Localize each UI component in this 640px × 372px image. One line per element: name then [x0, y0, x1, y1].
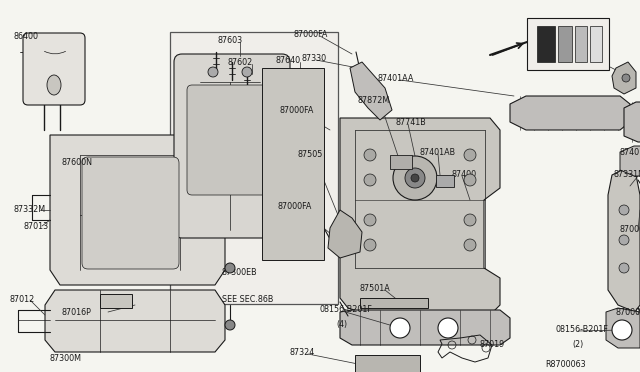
Text: 87000FA: 87000FA	[620, 225, 640, 234]
FancyBboxPatch shape	[82, 157, 179, 269]
Bar	[360, 298, 428, 308]
Text: 87602: 87602	[228, 58, 253, 67]
Circle shape	[393, 156, 437, 200]
Text: 87872M: 87872M	[358, 96, 390, 105]
Polygon shape	[340, 310, 510, 345]
Polygon shape	[350, 62, 392, 120]
Text: 87019: 87019	[480, 340, 505, 349]
Text: 87000FA: 87000FA	[280, 106, 314, 115]
Polygon shape	[620, 146, 640, 176]
Circle shape	[464, 174, 476, 186]
Text: 87000FA: 87000FA	[616, 308, 640, 317]
Circle shape	[225, 263, 235, 273]
Bar	[527, 18, 609, 70]
Circle shape	[364, 174, 376, 186]
Circle shape	[364, 149, 376, 161]
Text: B: B	[618, 325, 623, 331]
Bar	[100, 294, 132, 308]
Text: B: B	[445, 323, 451, 329]
Circle shape	[242, 67, 252, 77]
Text: 87505+A: 87505+A	[560, 50, 598, 59]
Text: 87012: 87012	[10, 295, 35, 304]
Ellipse shape	[47, 75, 61, 95]
Bar	[170, 32, 338, 304]
Text: 87016P: 87016P	[62, 308, 92, 317]
Circle shape	[364, 214, 376, 226]
Polygon shape	[510, 96, 630, 130]
Text: 87640: 87640	[276, 56, 301, 65]
Circle shape	[619, 263, 629, 273]
Circle shape	[619, 205, 629, 215]
Text: 87603: 87603	[218, 36, 243, 45]
Circle shape	[225, 320, 235, 330]
Text: R8700063: R8700063	[545, 360, 586, 369]
Text: 87324: 87324	[290, 348, 316, 357]
Circle shape	[405, 168, 425, 188]
Polygon shape	[608, 168, 640, 312]
Bar	[575, 26, 587, 62]
Text: 87600N: 87600N	[62, 158, 93, 167]
Circle shape	[464, 239, 476, 251]
Text: SEE SEC.86B: SEE SEC.86B	[222, 295, 273, 304]
Circle shape	[438, 318, 458, 338]
Circle shape	[390, 318, 410, 338]
Text: B: B	[397, 323, 403, 329]
Text: 87400: 87400	[452, 170, 477, 179]
Text: (2): (2)	[572, 340, 583, 349]
Bar	[590, 26, 602, 62]
Text: 87331N: 87331N	[614, 170, 640, 179]
Circle shape	[364, 239, 376, 251]
Text: 87013: 87013	[24, 222, 49, 231]
Text: 87505: 87505	[298, 150, 323, 159]
Circle shape	[464, 149, 476, 161]
Circle shape	[619, 235, 629, 245]
Polygon shape	[328, 210, 362, 258]
Polygon shape	[45, 290, 225, 352]
Polygon shape	[624, 102, 640, 142]
Text: 87501A: 87501A	[360, 284, 391, 293]
Text: 87300M: 87300M	[50, 354, 82, 363]
Polygon shape	[612, 62, 636, 94]
Polygon shape	[606, 308, 640, 348]
Circle shape	[411, 174, 419, 182]
Polygon shape	[50, 135, 225, 285]
Circle shape	[464, 214, 476, 226]
Text: 87332M: 87332M	[14, 205, 46, 214]
Text: 08156-B201F: 08156-B201F	[556, 325, 609, 334]
Circle shape	[622, 74, 630, 82]
Polygon shape	[340, 118, 500, 315]
Text: 87000FA: 87000FA	[294, 30, 328, 39]
Text: 87401AB: 87401AB	[420, 148, 456, 157]
FancyBboxPatch shape	[187, 85, 275, 195]
FancyBboxPatch shape	[23, 33, 85, 105]
Text: 87741B: 87741B	[396, 118, 427, 127]
Circle shape	[208, 67, 218, 77]
Text: 87330: 87330	[302, 54, 327, 63]
Text: 86400: 86400	[14, 32, 39, 41]
Bar	[355, 355, 420, 372]
Text: 87300EB: 87300EB	[222, 268, 258, 277]
Text: 87401AA: 87401AA	[378, 74, 414, 83]
Circle shape	[612, 320, 632, 340]
FancyBboxPatch shape	[174, 54, 290, 238]
Text: (4): (4)	[336, 320, 347, 329]
Bar	[262, 68, 324, 260]
Text: 87000FA: 87000FA	[278, 202, 312, 211]
Bar	[558, 26, 572, 62]
Bar	[390, 155, 412, 169]
Bar	[537, 26, 555, 62]
Text: 87401AA: 87401AA	[620, 148, 640, 157]
Text: 08156-B201F: 08156-B201F	[320, 305, 373, 314]
Bar	[436, 175, 454, 187]
